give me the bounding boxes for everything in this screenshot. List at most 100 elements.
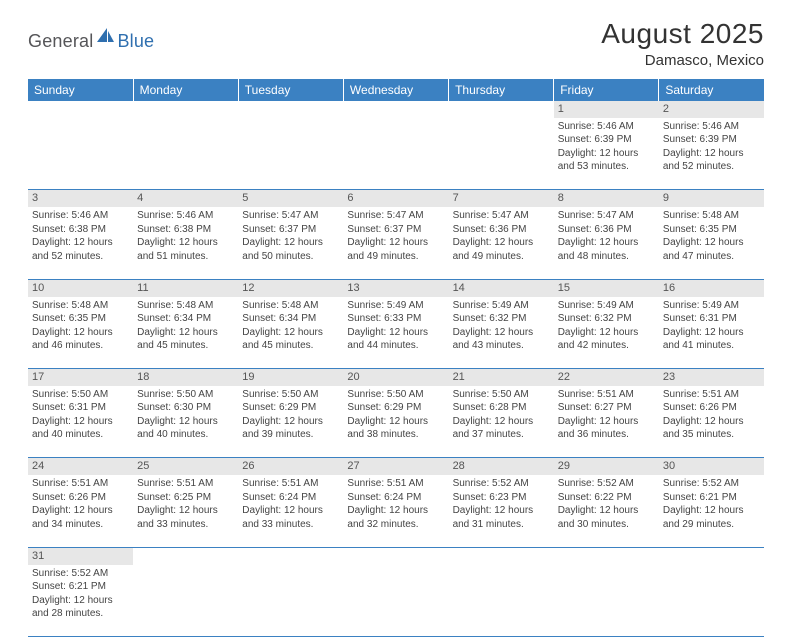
day-info-cell: Sunrise: 5:46 AMSunset: 6:38 PMDaylight:… <box>28 207 133 279</box>
title-block: August 2025 Damasco, Mexico <box>601 18 764 69</box>
day-number-cell: 23 <box>659 369 764 386</box>
day-info-cell: Sunrise: 5:49 AMSunset: 6:32 PMDaylight:… <box>449 297 554 369</box>
daylight-text: Daylight: 12 hours <box>453 236 550 250</box>
daylight-text: and 51 minutes. <box>137 250 234 264</box>
day-number-cell <box>343 101 448 118</box>
day-info-cell <box>449 118 554 190</box>
calendar-page: General Blue August 2025 Damasco, Mexico… <box>0 0 792 637</box>
daylight-text: and 37 minutes. <box>453 428 550 442</box>
sunset-text: Sunset: 6:24 PM <box>347 491 444 505</box>
sunset-text: Sunset: 6:39 PM <box>558 133 655 147</box>
day-info-cell: Sunrise: 5:46 AMSunset: 6:39 PMDaylight:… <box>554 118 659 190</box>
daylight-text: Daylight: 12 hours <box>663 147 760 161</box>
sunrise-text: Sunrise: 5:50 AM <box>347 388 444 402</box>
day-number-cell: 31 <box>28 547 133 564</box>
daylight-text: Daylight: 12 hours <box>32 326 129 340</box>
day-info-cell: Sunrise: 5:50 AMSunset: 6:29 PMDaylight:… <box>343 386 448 458</box>
day-number-cell: 29 <box>554 458 659 475</box>
day-number-cell: 20 <box>343 369 448 386</box>
sunrise-text: Sunrise: 5:47 AM <box>558 209 655 223</box>
day-info-cell: Sunrise: 5:52 AMSunset: 6:23 PMDaylight:… <box>449 475 554 547</box>
day-number-cell: 22 <box>554 369 659 386</box>
sunrise-text: Sunrise: 5:48 AM <box>242 299 339 313</box>
sunset-text: Sunset: 6:38 PM <box>32 223 129 237</box>
daylight-text: Daylight: 12 hours <box>137 236 234 250</box>
daylight-text: Daylight: 12 hours <box>32 504 129 518</box>
info-row: Sunrise: 5:51 AMSunset: 6:26 PMDaylight:… <box>28 475 764 547</box>
day-info-cell: Sunrise: 5:51 AMSunset: 6:24 PMDaylight:… <box>238 475 343 547</box>
sunset-text: Sunset: 6:27 PM <box>558 401 655 415</box>
day-number-cell: 15 <box>554 279 659 296</box>
header: General Blue August 2025 Damasco, Mexico <box>28 18 764 69</box>
daylight-text: and 47 minutes. <box>663 250 760 264</box>
daylight-text: Daylight: 12 hours <box>137 415 234 429</box>
day-number-cell: 1 <box>554 101 659 118</box>
daylight-text: and 41 minutes. <box>663 339 760 353</box>
calendar-body: 12Sunrise: 5:46 AMSunset: 6:39 PMDayligh… <box>28 101 764 637</box>
day-number-cell <box>449 101 554 118</box>
sunrise-text: Sunrise: 5:51 AM <box>32 477 129 491</box>
sunrise-text: Sunrise: 5:50 AM <box>453 388 550 402</box>
day-number-cell: 30 <box>659 458 764 475</box>
daylight-text: Daylight: 12 hours <box>242 236 339 250</box>
daylight-text: and 43 minutes. <box>453 339 550 353</box>
sunset-text: Sunset: 6:26 PM <box>32 491 129 505</box>
info-row: Sunrise: 5:46 AMSunset: 6:38 PMDaylight:… <box>28 207 764 279</box>
day-number-cell: 11 <box>133 279 238 296</box>
sunrise-text: Sunrise: 5:52 AM <box>453 477 550 491</box>
daylight-text: Daylight: 12 hours <box>663 415 760 429</box>
daynum-row: 31 <box>28 547 764 564</box>
day-number-cell: 13 <box>343 279 448 296</box>
day-number-cell: 14 <box>449 279 554 296</box>
day-number-cell <box>343 547 448 564</box>
sunset-text: Sunset: 6:21 PM <box>32 580 129 594</box>
day-info-cell: Sunrise: 5:48 AMSunset: 6:34 PMDaylight:… <box>133 297 238 369</box>
info-row: Sunrise: 5:50 AMSunset: 6:31 PMDaylight:… <box>28 386 764 458</box>
day-info-cell <box>343 118 448 190</box>
daylight-text: and 30 minutes. <box>558 518 655 532</box>
logo-text-blue: Blue <box>117 31 154 52</box>
daylight-text: and 49 minutes. <box>453 250 550 264</box>
daylight-text: Daylight: 12 hours <box>242 504 339 518</box>
sunrise-text: Sunrise: 5:50 AM <box>242 388 339 402</box>
sunset-text: Sunset: 6:36 PM <box>453 223 550 237</box>
daylight-text: and 36 minutes. <box>558 428 655 442</box>
day-number-cell <box>133 101 238 118</box>
daylight-text: and 42 minutes. <box>558 339 655 353</box>
sunrise-text: Sunrise: 5:46 AM <box>663 120 760 134</box>
day-number-cell: 4 <box>133 190 238 207</box>
sunset-text: Sunset: 6:22 PM <box>558 491 655 505</box>
sunrise-text: Sunrise: 5:51 AM <box>347 477 444 491</box>
weekday-header: Monday <box>133 79 238 101</box>
daylight-text: and 34 minutes. <box>32 518 129 532</box>
daylight-text: Daylight: 12 hours <box>558 236 655 250</box>
sunrise-text: Sunrise: 5:52 AM <box>32 567 129 581</box>
info-row: Sunrise: 5:52 AMSunset: 6:21 PMDaylight:… <box>28 565 764 637</box>
logo: General Blue <box>28 18 154 55</box>
daylight-text: and 52 minutes. <box>663 160 760 174</box>
day-number-cell: 24 <box>28 458 133 475</box>
sunset-text: Sunset: 6:28 PM <box>453 401 550 415</box>
day-number-cell: 7 <box>449 190 554 207</box>
daylight-text: and 52 minutes. <box>32 250 129 264</box>
sunrise-text: Sunrise: 5:47 AM <box>242 209 339 223</box>
daylight-text: Daylight: 12 hours <box>558 415 655 429</box>
sunrise-text: Sunrise: 5:51 AM <box>137 477 234 491</box>
weekday-header: Sunday <box>28 79 133 101</box>
daylight-text: Daylight: 12 hours <box>242 326 339 340</box>
calendar-table: Sunday Monday Tuesday Wednesday Thursday… <box>28 79 764 637</box>
day-number-cell: 28 <box>449 458 554 475</box>
daylight-text: Daylight: 12 hours <box>663 326 760 340</box>
sunrise-text: Sunrise: 5:49 AM <box>558 299 655 313</box>
sunset-text: Sunset: 6:37 PM <box>242 223 339 237</box>
day-number-cell <box>449 547 554 564</box>
day-info-cell <box>449 565 554 637</box>
sunset-text: Sunset: 6:35 PM <box>32 312 129 326</box>
day-number-cell: 18 <box>133 369 238 386</box>
sunset-text: Sunset: 6:35 PM <box>663 223 760 237</box>
daynum-row: 24252627282930 <box>28 458 764 475</box>
weekday-header-row: Sunday Monday Tuesday Wednesday Thursday… <box>28 79 764 101</box>
day-number-cell: 9 <box>659 190 764 207</box>
day-info-cell: Sunrise: 5:47 AMSunset: 6:36 PMDaylight:… <box>554 207 659 279</box>
daylight-text: Daylight: 12 hours <box>453 415 550 429</box>
